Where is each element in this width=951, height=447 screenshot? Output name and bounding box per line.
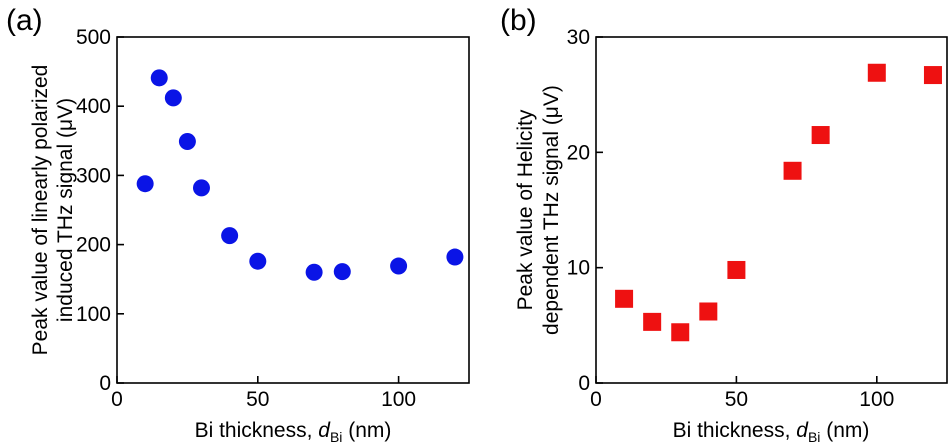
panel-label: (b) (500, 4, 537, 37)
y-tick-label: 200 (76, 234, 111, 257)
x-axis-label-subscript: Bi (808, 429, 820, 445)
x-axis-label: Bi thickness, dBi (nm) (673, 419, 870, 445)
x-axis-label-subscript: Bi (330, 429, 342, 445)
x-axis-label-symbol: d (318, 419, 331, 442)
x-axis-label-text: Bi thickness, (673, 419, 797, 442)
data-point (305, 263, 323, 281)
data-point (699, 302, 718, 321)
x-axis-label-unit: (nm) (342, 419, 391, 442)
data-point (390, 257, 408, 275)
chart-panel-b: (b) 0 50 100 0 10 20 30 Bi thickness, dBi (nm) Pe… (500, 4, 948, 445)
y-tick-label: 500 (76, 26, 111, 49)
y-tick-label: 100 (76, 303, 111, 326)
x-tick-label: 100 (859, 388, 894, 411)
data-point (446, 248, 464, 266)
data-point (783, 161, 802, 180)
x-axis-label-symbol: d (796, 419, 809, 442)
y-axis-label-line: Peak value of linearly polarized (29, 65, 52, 356)
x-tick-label: 100 (381, 388, 416, 411)
x-tick-label: 0 (590, 388, 602, 411)
data-point (643, 312, 662, 331)
data-point (164, 89, 182, 107)
data-point (333, 263, 351, 281)
y-tick-label: 0 (578, 372, 590, 395)
data-point (727, 260, 746, 279)
x-axis-label-text: Bi thickness, (195, 419, 319, 442)
y-axis-label-line: Peak value of Helicity (514, 109, 537, 310)
x-axis-label: Bi thickness, dBi (nm) (195, 419, 392, 445)
y-axis-label-line: induced THz signal (μV) (54, 98, 77, 322)
x-tick-label: 50 (246, 388, 269, 411)
data-point (811, 126, 830, 145)
y-tick-label: 300 (76, 164, 111, 187)
plot-frame (595, 36, 948, 384)
data-point (923, 66, 942, 85)
data-point (221, 227, 239, 245)
y-axis-label-line: dependent THz signal (μV) (540, 85, 563, 335)
plot-frame (116, 36, 470, 384)
data-point (178, 132, 196, 150)
data-point (192, 179, 210, 197)
data-point (867, 63, 886, 82)
x-axis-label-unit: (nm) (820, 419, 869, 442)
y-tick-label: 30 (567, 26, 590, 49)
chart-panel-a: (a) 0 50 100 0 100 200 300 400 500 Bi thickness, d… (6, 4, 470, 445)
y-tick-label: 20 (567, 141, 590, 164)
data-point (615, 289, 634, 308)
y-tick-label: 0 (99, 372, 111, 395)
y-tick-label: 400 (76, 95, 111, 118)
data-point (671, 323, 690, 342)
panel-label: (a) (6, 4, 43, 37)
data-point (136, 175, 154, 193)
data-point (150, 69, 168, 87)
data-point (249, 252, 267, 270)
x-tick-label: 50 (725, 388, 748, 411)
x-tick-label: 0 (111, 388, 123, 411)
y-tick-label: 10 (567, 257, 590, 280)
